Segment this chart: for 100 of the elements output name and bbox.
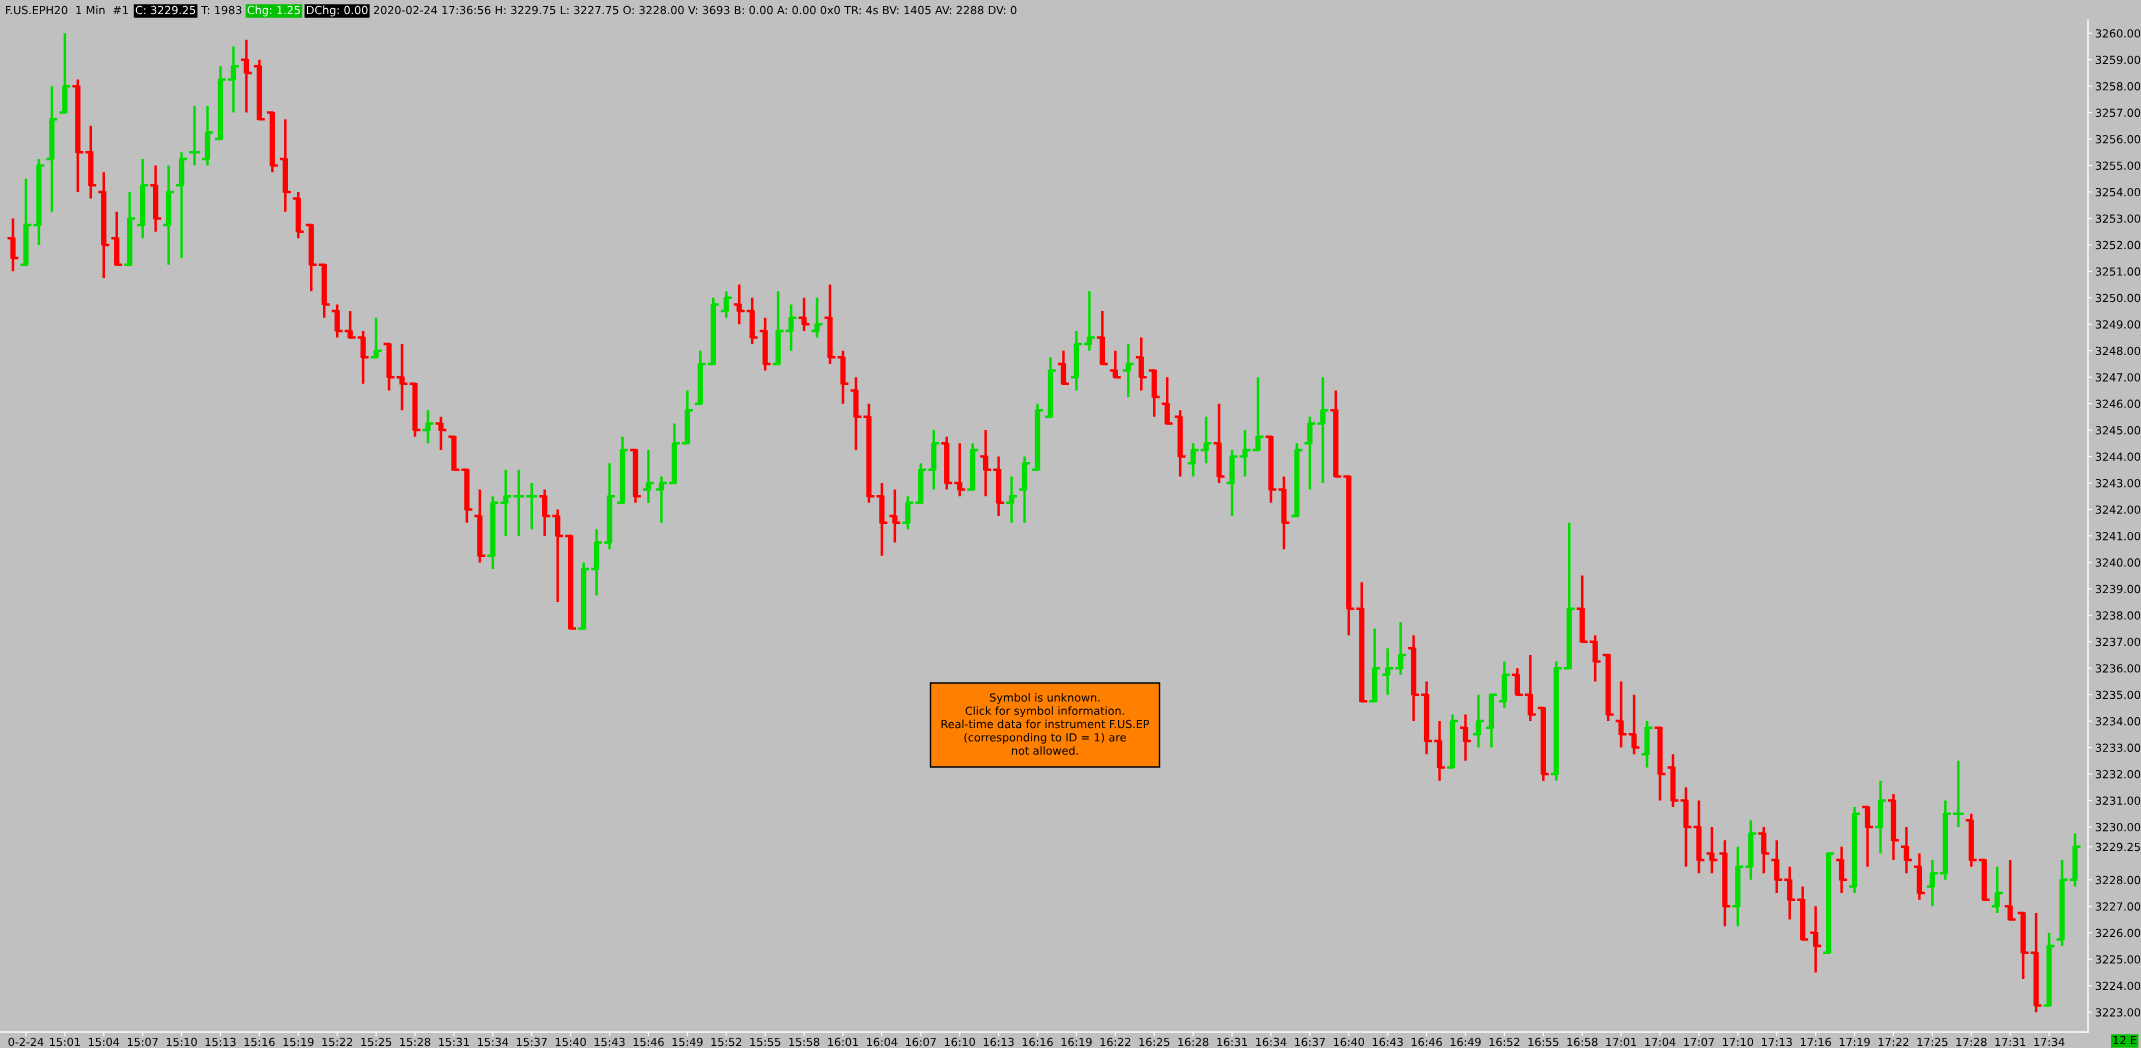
candlestick	[641, 448, 656, 505]
candlestick	[291, 190, 305, 240]
x-tick-label: 17:01	[1606, 1037, 1637, 1047]
candlestick	[421, 409, 435, 445]
x-tick-label: 16:25	[1139, 1037, 1170, 1047]
candlestick	[135, 157, 150, 240]
candlestick	[654, 475, 669, 524]
y-tick-label: 3259.00	[2095, 55, 2141, 65]
x-tick-label: 15:07	[127, 1037, 158, 1047]
y-tick-label: 3243.00	[2095, 478, 2141, 488]
candlestick	[395, 342, 409, 412]
candlestick	[1121, 342, 1135, 399]
candlestick	[1186, 442, 1200, 478]
x-tick-label: 15:55	[750, 1037, 781, 1047]
candlestick	[1303, 415, 1317, 491]
y-tick-label: 3250.00	[2095, 293, 2141, 303]
candlestick	[1393, 620, 1408, 677]
text: DChg: 0.00	[306, 5, 368, 17]
y-tick-label: 3227.00	[2095, 902, 2141, 911]
y-tick-label: 3242.00	[2095, 505, 2141, 514]
x-tick-label: 15:52	[711, 1037, 742, 1047]
x-tick-label: 15:49	[672, 1037, 703, 1047]
candlestick	[901, 494, 915, 531]
y-tick-label: 3245.00	[2095, 426, 2141, 435]
x-tick-label: 17:25	[1917, 1037, 1948, 1047]
candlestick	[278, 117, 293, 214]
candlestick	[1523, 653, 1538, 723]
y-tick-label: 3241.00	[2095, 531, 2141, 541]
x-tick-label: 16:07	[906, 1037, 936, 1047]
candlestick	[978, 428, 993, 498]
x-tick-label: 15:40	[555, 1037, 586, 1047]
x-tick-label: 16:19	[1061, 1037, 1092, 1047]
x-tick-label: 15:25	[361, 1037, 392, 1047]
y-tick-label: 3253.00	[2095, 214, 2141, 223]
candlestick	[1419, 680, 1434, 756]
x-tick-label: 16:34	[1256, 1037, 1287, 1047]
candlestick	[32, 157, 46, 247]
x-tick-label: 0-2-24	[8, 1037, 44, 1047]
y-tick-label: 3238.00	[2095, 611, 2141, 620]
candlestick	[940, 435, 954, 491]
y-tick-label: 3260.00	[2095, 29, 2141, 38]
candlestick	[1549, 660, 1563, 782]
x-tick-label: 15:16	[244, 1037, 275, 1047]
text: T: 1983	[201, 5, 242, 15]
candlestick	[1951, 759, 1966, 829]
x-tick-label: 17:19	[1839, 1037, 1870, 1047]
candlestick	[1432, 719, 1447, 782]
candlestick	[45, 84, 59, 214]
y-tick-label: 3235.00	[2095, 690, 2141, 700]
y-tick-label: 3229.25	[2095, 842, 2140, 852]
candlestick	[550, 508, 565, 604]
candlestick	[836, 349, 850, 405]
candlestick	[1847, 805, 1862, 895]
candlestick	[1471, 693, 1486, 749]
candlestick	[187, 104, 202, 167]
x-tick-label: 15:13	[205, 1037, 236, 1047]
y-tick-label: 3258.00	[2095, 82, 2141, 91]
x-tick-label: 15:43	[594, 1037, 625, 1047]
candlestick	[473, 488, 487, 564]
y-tick-label: 3251.00	[2095, 267, 2141, 276]
x-tick-label: 15:01	[50, 1037, 80, 1047]
x-tick-label: 15:37	[516, 1037, 547, 1047]
candlestick	[602, 461, 617, 551]
candlestick	[1886, 792, 1901, 862]
candlestick	[161, 164, 176, 266]
candlestick	[1899, 825, 1914, 875]
candlestick	[2029, 911, 2043, 1014]
candlestick	[538, 488, 552, 538]
candlestick	[732, 283, 746, 326]
x-tick-label: 15:31	[439, 1037, 469, 1047]
candlestick	[1588, 633, 1602, 683]
candlestick	[810, 296, 824, 339]
candlestick	[758, 316, 772, 372]
candlestick	[745, 296, 759, 346]
candlestick	[1770, 838, 1784, 895]
x-tick-label: 16:49	[1450, 1037, 1481, 1047]
y-tick-label: 3239.00	[2095, 584, 2141, 594]
candlestick	[239, 38, 254, 114]
candlestick	[2068, 832, 2082, 888]
candlestick	[1380, 647, 1395, 696]
candlestick	[1912, 852, 1927, 901]
candlestick	[1497, 660, 1512, 710]
candlestick	[1627, 693, 1641, 756]
y-tick-label: 3249.00	[2095, 320, 2141, 329]
candlestick	[330, 303, 344, 339]
candlestick	[1004, 475, 1019, 524]
candlestick	[226, 45, 241, 114]
x-tick-label: 17:10	[1723, 1037, 1754, 1047]
text: C: 3229.25	[135, 5, 196, 15]
x-tick-label: 16:01	[828, 1037, 858, 1047]
x-tick-label: 15:10	[166, 1037, 197, 1047]
x-tick-label: 15:34	[478, 1037, 509, 1047]
candlestick	[1705, 825, 1719, 875]
x-tick-label: 17:34	[2034, 1037, 2065, 1047]
candlestick	[823, 283, 837, 366]
x-tick-label: 17:31	[1995, 1037, 2026, 1047]
x-tick-label: 17:16	[1800, 1037, 1831, 1047]
x-tick-label: 16:04	[867, 1037, 898, 1047]
y-tick-label: 3244.00	[2095, 452, 2141, 461]
candlestick	[2055, 858, 2069, 948]
